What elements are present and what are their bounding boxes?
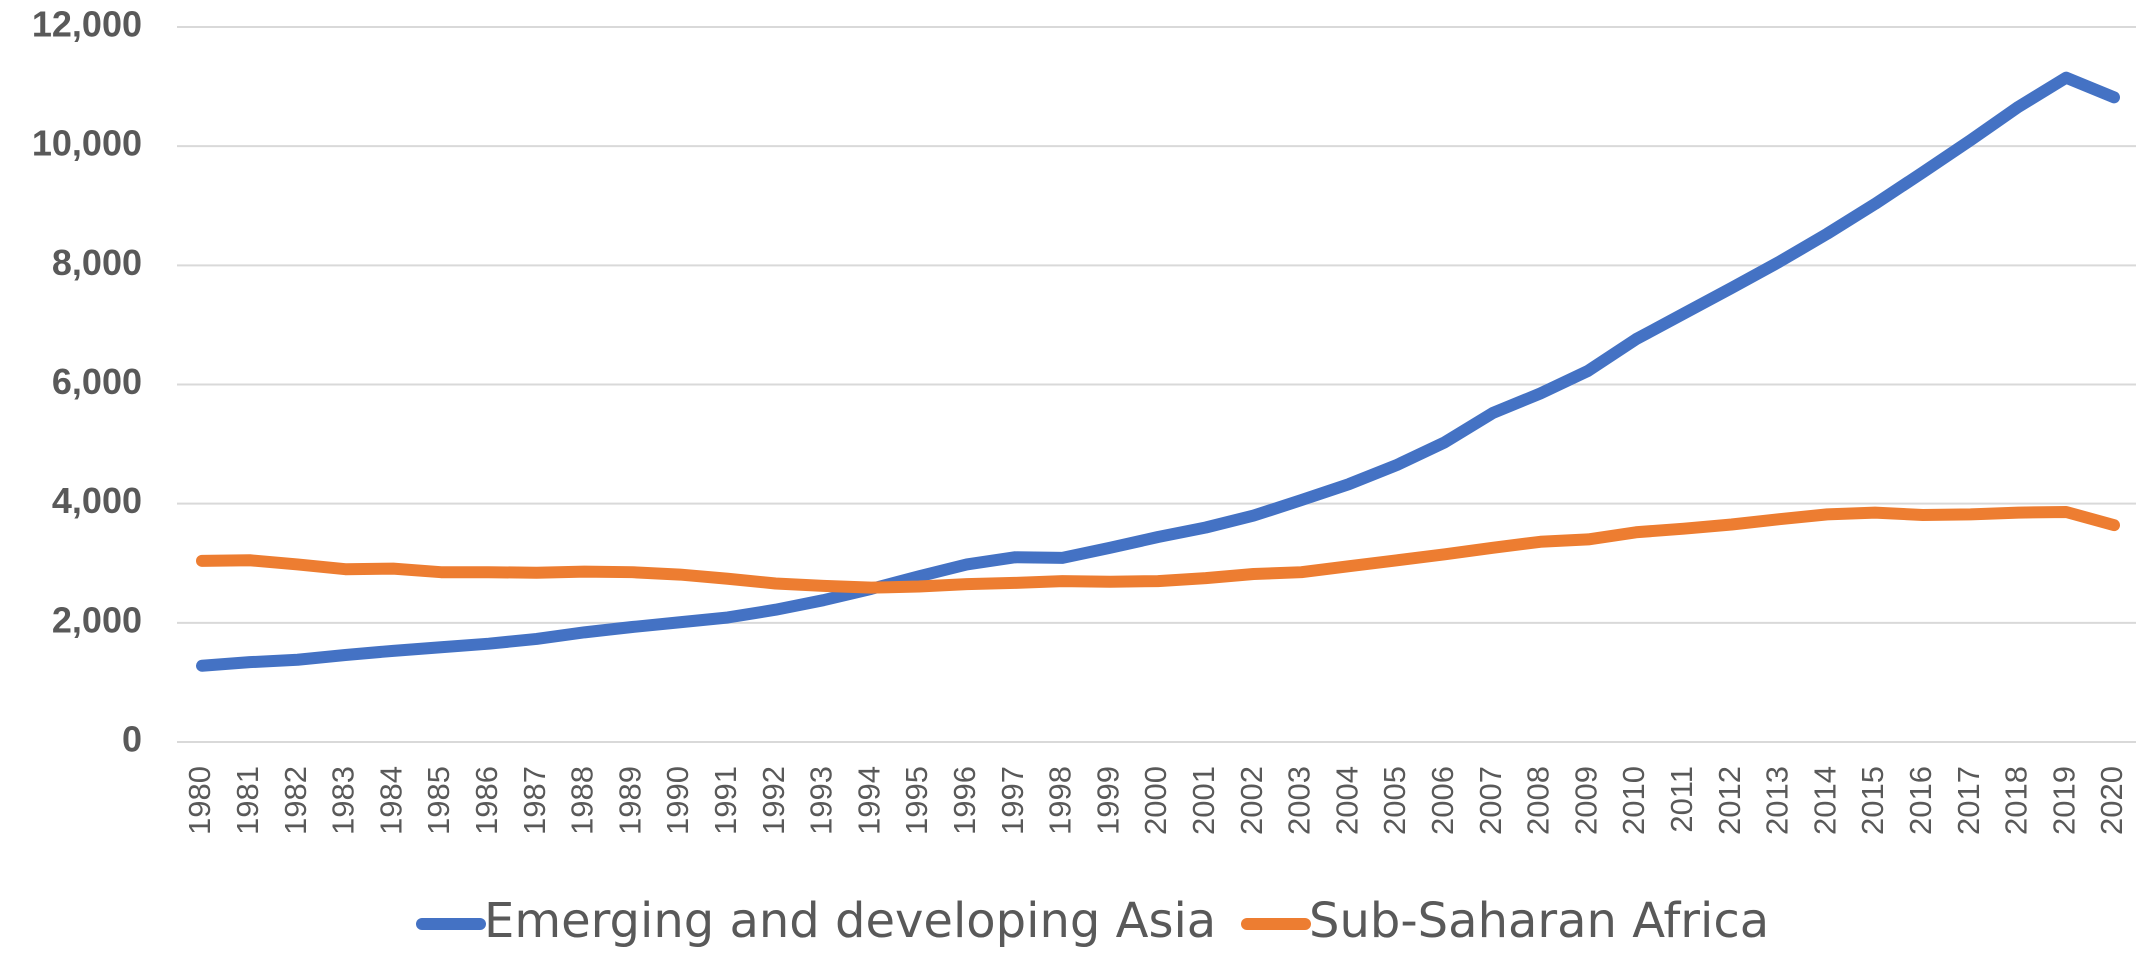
x-tick-label: 1995 — [899, 766, 934, 835]
x-tick-label: 2013 — [1760, 766, 1795, 835]
x-tick-label: 1980 — [182, 766, 217, 835]
x-tick-label: 2003 — [1282, 766, 1317, 835]
x-tick-label: 1983 — [326, 766, 361, 835]
x-tick-label: 1998 — [1043, 766, 1078, 835]
y-tick-label: 6,000 — [52, 361, 142, 402]
x-tick-label: 2014 — [1807, 766, 1842, 835]
x-tick-label: 1985 — [421, 766, 456, 835]
x-tick-label: 1991 — [708, 766, 743, 835]
x-tick-label: 1981 — [230, 766, 265, 835]
x-tick-label: 2001 — [1186, 766, 1221, 835]
x-tick-label: 2010 — [1616, 766, 1651, 835]
x-tick-label: 1994 — [851, 766, 886, 835]
legend-label: Sub-Saharan Africa — [1309, 893, 1769, 949]
x-tick-label: 1993 — [804, 766, 839, 835]
x-tick-label: 2017 — [1951, 766, 1986, 835]
y-tick-label: 12,000 — [32, 4, 142, 45]
x-tick-label: 1987 — [517, 766, 552, 835]
y-tick-label: 2,000 — [52, 599, 142, 640]
x-tick-label: 1982 — [278, 766, 313, 835]
x-tick-label: 2012 — [1712, 766, 1747, 835]
x-tick-label: 1992 — [756, 766, 791, 835]
x-tick-label: 1999 — [1090, 766, 1125, 835]
y-tick-label: 0 — [122, 719, 142, 760]
x-tick-label: 1996 — [947, 766, 982, 835]
x-tick-label: 2011 — [1664, 766, 1699, 833]
y-tick-label: 10,000 — [32, 123, 142, 164]
x-tick-label: 2000 — [1138, 766, 1173, 835]
x-tick-label: 2020 — [2094, 766, 2129, 835]
x-tick-label: 2019 — [2046, 766, 2081, 835]
x-tick-label: 2002 — [1234, 766, 1269, 835]
x-tick-label: 1986 — [469, 766, 504, 835]
x-tick-label: 1984 — [373, 766, 408, 835]
x-tick-label: 1990 — [660, 766, 695, 835]
x-tick-label: 2007 — [1473, 766, 1508, 835]
y-tick-label: 4,000 — [52, 480, 142, 521]
x-tick-label: 2018 — [1999, 766, 2034, 835]
x-tick-label: 2016 — [1903, 766, 1938, 835]
x-tick-label: 2005 — [1377, 766, 1412, 835]
x-tick-label: 2004 — [1329, 766, 1364, 835]
legend-label: Emerging and developing Asia — [484, 893, 1216, 949]
x-tick-label: 1989 — [612, 766, 647, 835]
x-tick-label: 2009 — [1568, 766, 1603, 835]
x-tick-label: 2015 — [1855, 766, 1890, 835]
x-tick-label: 1997 — [995, 766, 1030, 835]
x-tick-label: 1988 — [565, 766, 600, 835]
x-tick-label: 2008 — [1521, 766, 1556, 835]
y-tick-label: 8,000 — [52, 242, 142, 283]
x-tick-label: 2006 — [1425, 766, 1460, 835]
series-line — [196, 506, 2120, 594]
series-line — [196, 71, 2120, 672]
